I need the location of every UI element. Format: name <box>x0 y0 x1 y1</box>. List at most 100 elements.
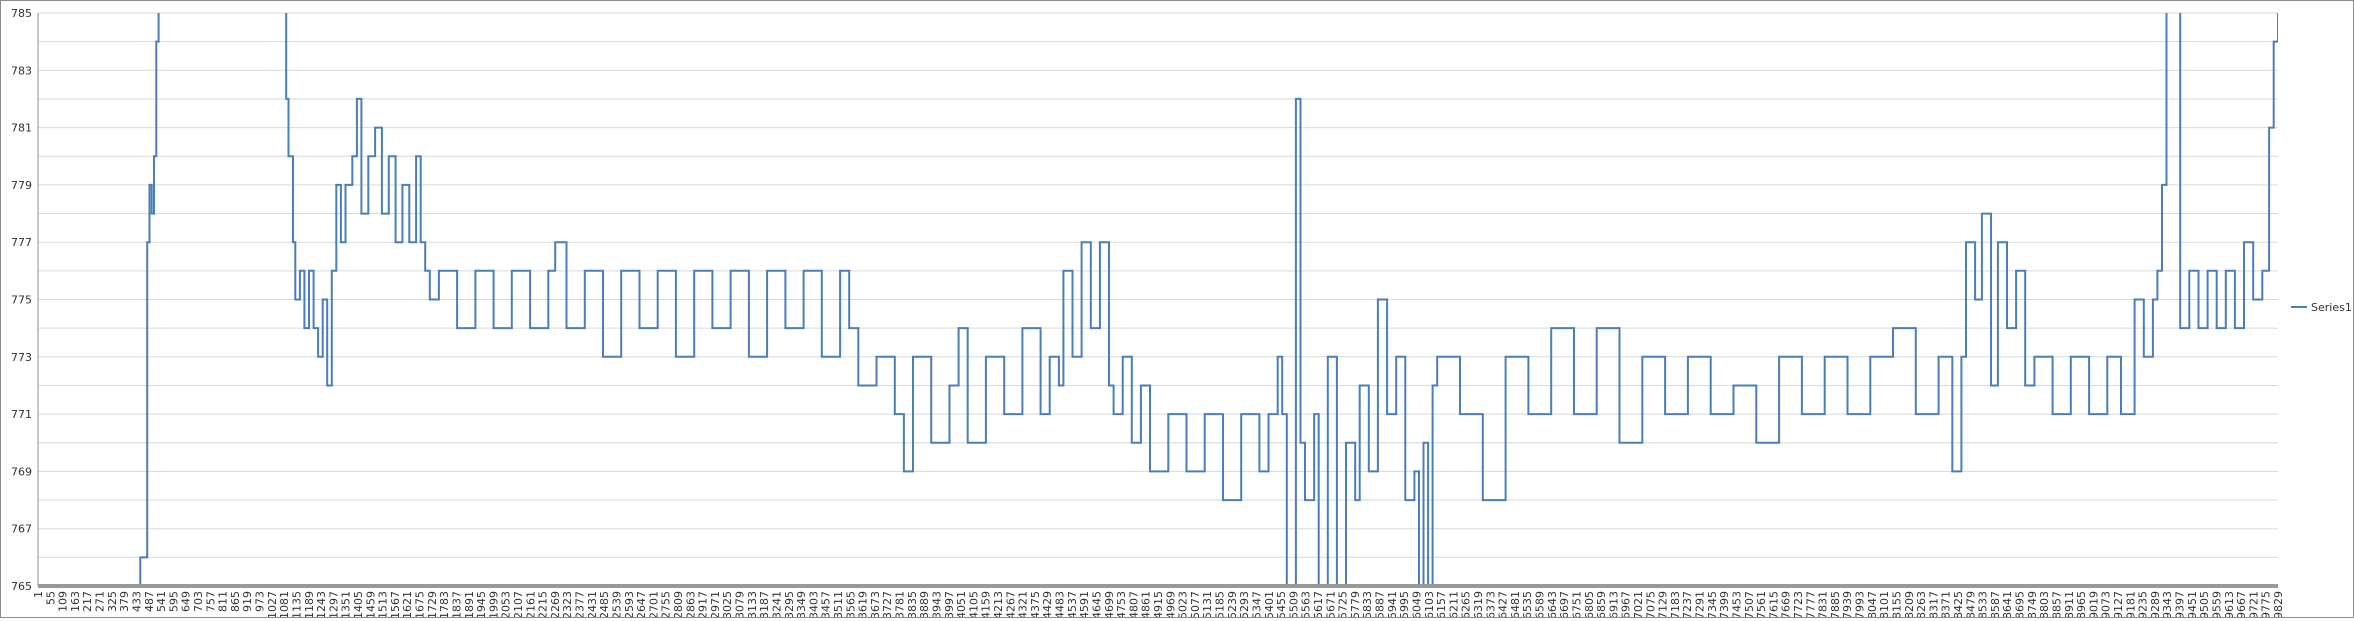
x-tick-label: 3565 <box>844 591 857 617</box>
x-tick-label: 5023 <box>1177 591 1190 617</box>
x-tick-label: 7561 <box>1755 591 1768 617</box>
x-axis-labels: 1 55 109 163 217 271 325 379 433 487 541 595 649 703 7… <box>32 591 2285 619</box>
x-tick-label: 4051 <box>955 591 968 617</box>
x-tick-label: 9613 <box>2223 591 2236 617</box>
x-tick-label: 1621 <box>401 591 414 617</box>
y-tick-label: 783 <box>11 64 32 77</box>
x-tick-label: 6265 <box>1460 591 1473 617</box>
x-tick-label: 3457 <box>820 591 833 617</box>
x-tick-label: 7777 <box>1804 591 1817 617</box>
x-tick-label: 9505 <box>2198 591 2211 617</box>
x-tick-label: 973 <box>254 591 267 612</box>
x-tick-label: 5455 <box>1275 591 1288 617</box>
y-tick-label: 773 <box>11 351 32 364</box>
x-tick-label: 2053 <box>500 591 513 617</box>
x-tick-label: 5833 <box>1361 591 1374 617</box>
x-tick-label: 3781 <box>894 591 907 617</box>
x-tick-label: 379 <box>118 591 131 612</box>
x-tick-label: 595 <box>167 591 180 612</box>
x-tick-label: 8857 <box>2050 591 2063 617</box>
x-tick-label: 6427 <box>1497 591 1510 617</box>
x-tick-label: 3997 <box>943 591 956 617</box>
x-tick-label: 7669 <box>1780 591 1793 617</box>
x-tick-label: 6751 <box>1570 591 1583 617</box>
x-tick-label: 3511 <box>832 591 845 617</box>
x-tick-label: 8749 <box>2026 591 2039 617</box>
x-tick-label: 5671 <box>1324 591 1337 617</box>
x-tick-label: 2269 <box>549 591 562 617</box>
x-tick-label: 325 <box>106 591 119 612</box>
x-tick-label: 5887 <box>1374 591 1387 617</box>
y-tick-label: 785 <box>11 7 32 20</box>
x-tick-label: 5509 <box>1287 591 1300 617</box>
x-tick-label: 5131 <box>1201 591 1214 617</box>
x-tick-label: 7723 <box>1792 591 1805 617</box>
x-axis <box>38 584 2278 588</box>
x-tick-label: 3673 <box>869 591 882 617</box>
x-tick-label: 7831 <box>1817 591 1830 617</box>
x-tick-label: 1729 <box>426 591 439 617</box>
x-tick-label: 7453 <box>1730 591 1743 617</box>
x-tick-label: 4267 <box>1004 591 1017 617</box>
x-tick-label: 7021 <box>1632 591 1645 617</box>
x-tick-label: 1675 <box>414 591 427 617</box>
x-tick-label: 6805 <box>1583 591 1596 617</box>
x-tick-label: 7183 <box>1669 591 1682 617</box>
x-tick-label: 8155 <box>1890 591 1903 617</box>
x-tick-label: 3943 <box>930 591 943 617</box>
x-tick-label: 1189 <box>303 591 316 617</box>
x-tick-label: 1135 <box>290 591 303 617</box>
x-tick-label: 4375 <box>1029 591 1042 617</box>
x-tick-label: 2215 <box>537 591 550 617</box>
x-tick-label: 1405 <box>352 591 365 617</box>
x-tick-label: 9829 <box>2272 591 2285 617</box>
x-tick-label: 217 <box>81 591 94 612</box>
x-tick-label: 2971 <box>709 591 722 617</box>
x-tick-label: 8803 <box>2038 591 2051 617</box>
x-tick-label: 6589 <box>1534 591 1547 617</box>
x-tick-label: 2701 <box>647 591 660 617</box>
x-tick-label: 5563 <box>1300 591 1313 617</box>
x-tick-label: 3133 <box>746 591 759 617</box>
x-tick-label: 2809 <box>672 591 685 617</box>
x-tick-label: 1891 <box>463 591 476 617</box>
x-tick-label: 5941 <box>1386 591 1399 617</box>
x-tick-label: 703 <box>192 591 205 612</box>
x-tick-label: 1567 <box>389 591 402 617</box>
y-tick-label: 779 <box>11 179 32 192</box>
y-tick-label: 775 <box>11 294 32 307</box>
y-tick-label: 781 <box>11 122 32 135</box>
series-line-series1 <box>38 13 2278 586</box>
x-tick-label: 1027 <box>266 591 279 617</box>
x-tick-label: 1945 <box>475 591 488 617</box>
x-tick-label: 8965 <box>2075 591 2088 617</box>
x-tick-label: 2161 <box>524 591 537 617</box>
x-tick-label: 2431 <box>586 591 599 617</box>
x-tick-label: 8695 <box>2014 591 2027 617</box>
x-tick-label: 5779 <box>1349 591 1362 617</box>
x-tick-label: 4105 <box>967 591 980 617</box>
x-tick-label: 7993 <box>1854 591 1867 617</box>
x-tick-label: 4591 <box>1078 591 1091 617</box>
x-tick-label: 2485 <box>598 591 611 617</box>
x-tick-label: 1351 <box>340 591 353 617</box>
x-tick-label: 7615 <box>1767 591 1780 617</box>
x-tick-label: 2647 <box>635 591 648 617</box>
x-tick-label: 5185 <box>1214 591 1227 617</box>
x-tick-label: 9775 <box>2260 591 2273 617</box>
x-tick-label: 2107 <box>512 591 525 617</box>
x-tick-label: 4483 <box>1054 591 1067 617</box>
x-tick-label: 8317 <box>1927 591 1940 617</box>
x-tick-label: 5995 <box>1398 591 1411 617</box>
x-tick-label: 8479 <box>1964 591 1977 617</box>
x-tick-label: 9073 <box>2100 591 2113 617</box>
x-tick-label: 6049 <box>1410 591 1423 617</box>
x-tick-label: 5347 <box>1250 591 1263 617</box>
x-tick-label: 6643 <box>1546 591 1559 617</box>
x-tick-label: 109 <box>57 591 70 612</box>
x-tick-label: 4321 <box>1017 591 1030 617</box>
x-tick-label: 4969 <box>1164 591 1177 617</box>
x-tick-label: 1837 <box>450 591 463 617</box>
x-tick-label: 4753 <box>1115 591 1128 617</box>
x-tick-label: 6373 <box>1484 591 1497 617</box>
